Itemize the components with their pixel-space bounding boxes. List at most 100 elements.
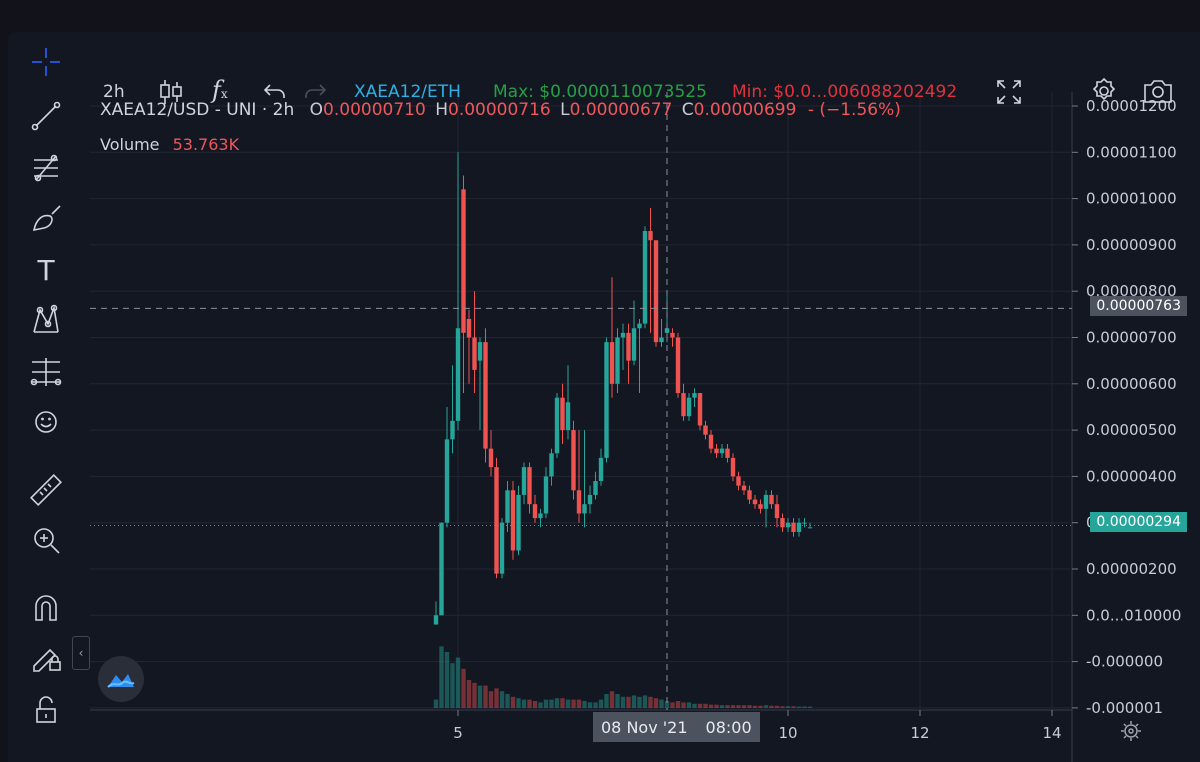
volume-bar [620,696,626,708]
volume-bar [576,699,582,708]
candle-body [450,420,455,440]
volume-bar [631,695,637,708]
min-price-label: Min: $0.0...006088202492 [732,82,958,102]
candle-body [769,494,774,505]
tradingview-logo-icon[interactable] [98,656,144,702]
candle-body [582,504,587,514]
candle-body [785,522,791,528]
candle-body [532,504,538,519]
volume-bar [774,705,780,708]
volume-bar [708,704,714,708]
function-icon[interactable]: fx [212,76,228,104]
volume-bar [609,691,615,708]
interval-selector[interactable]: 2h [103,82,125,102]
undo-icon[interactable] [262,80,288,108]
volume-bar [791,706,796,708]
candle-body [648,231,653,241]
emoji-icon[interactable] [24,402,68,442]
time-tick-label: 14 [1042,724,1061,742]
candle-body [802,522,807,524]
volume-bar [675,701,681,708]
price-tick-label: 0.0...010000 [1086,606,1181,624]
volume-bar [653,698,659,708]
volume-bar [571,699,576,708]
time-tick-label: 12 [910,724,929,742]
candle-body [505,490,510,523]
candle-body [642,231,648,324]
volume-bar [433,699,439,708]
candle-body [587,494,593,505]
candle-body [571,430,576,491]
volume-bar [648,696,653,708]
chart-window [8,32,1200,762]
candle-body [598,457,604,482]
candle-body [609,342,615,384]
measure-lines-icon[interactable] [24,352,68,392]
candle-body [565,402,571,431]
price-tick-label: 0.00000800 [1086,282,1177,300]
ruler-icon[interactable] [24,470,68,510]
candle-body [472,337,477,370]
candle-body [439,522,444,616]
pattern-icon[interactable] [24,300,68,340]
candle-body [697,393,703,426]
time-axis[interactable]: 5 10 12 14 [453,710,1062,742]
candle-body [444,439,450,523]
candle-body [477,342,483,361]
trend-line-icon[interactable] [24,96,68,136]
candle-body [494,467,499,574]
symbol-name[interactable]: XAEA12/USD - UNI · 2h [100,100,295,120]
volume-bar [565,699,571,708]
volume-bar [560,698,565,708]
volume-bar [527,699,532,708]
zoom-in-icon[interactable] [24,520,68,560]
crosshair-time-label: 08 Nov '21 08:00 [593,712,760,742]
candle-body [741,485,747,491]
max-price-label: Max: $0.0000110073525 [493,82,707,102]
settings-icon[interactable] [1089,76,1119,110]
magnet-icon[interactable] [24,588,68,628]
volume-bar [719,705,725,708]
volume-bars [433,646,813,708]
price-tick-label: 0.00000400 [1086,467,1177,485]
lock-drawing-icon[interactable] [24,636,68,676]
open-label: O [309,100,324,120]
fullscreen-icon[interactable] [995,78,1023,110]
brush-icon[interactable] [24,198,68,238]
volume-bar [554,698,560,708]
pair-label[interactable]: XAEA12/ETH [354,82,461,102]
candle-body [455,328,461,421]
volume-bar [593,702,598,708]
price-tick-label: 0.00000200 [1086,560,1177,578]
volume-label[interactable]: Volume [100,135,160,154]
close-value: 0.00000699 [693,100,797,120]
candlestick-icon[interactable] [158,78,184,110]
camera-icon[interactable] [1142,77,1174,109]
crosshair-icon[interactable] [24,42,68,82]
candle-body [719,448,725,454]
grid [90,92,1073,762]
fib-retracement-icon[interactable] [24,148,68,188]
collapse-toolbar-button[interactable]: ‹ [72,636,90,670]
price-axis[interactable]: 0.000012000.000011000.000010000.00000900… [1072,97,1181,717]
top-toolbar: 2h fx XAEA12/ETH Max: $0.0000110073525 M… [0,32,1200,104]
crosshair-date: 08 Nov '21 [601,717,688,737]
unlock-icon[interactable] [24,690,68,730]
axis-settings-icon[interactable] [1120,720,1142,746]
volume-bar [505,694,510,708]
high-label: H [435,100,448,120]
candle-body [554,397,560,454]
price-tick-label: -0.000001 [1086,699,1163,717]
candle-body [576,490,582,514]
change-value: - (−1.56%) [807,100,901,120]
candle-body [615,337,620,384]
volume-bar [488,691,494,708]
text-icon[interactable]: T [37,253,55,287]
volume-bar [758,705,763,708]
volume-bar [450,663,455,708]
redo-icon[interactable] [302,80,328,108]
candle-body [730,457,736,477]
time-tick-label: 5 [453,724,463,742]
volume-bar [730,705,736,708]
candle-body [521,467,527,495]
